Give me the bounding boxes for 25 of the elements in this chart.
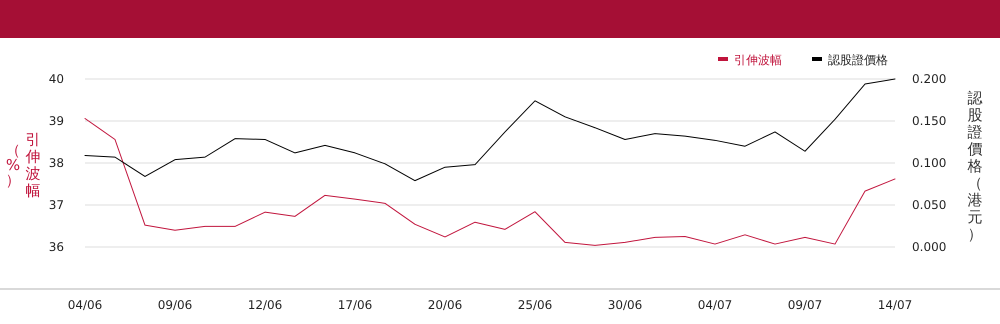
y2-tick-label: 0.200 bbox=[912, 72, 946, 86]
x-tick-label: 12/06 bbox=[248, 298, 282, 312]
x-tick-label: 04/06 bbox=[68, 298, 102, 312]
y-tick-label: 36 bbox=[48, 240, 64, 254]
line-series bbox=[84, 118, 896, 246]
line-series bbox=[84, 78, 896, 182]
legend-label: 引伸波幅 bbox=[734, 53, 782, 67]
x-tick-label: 04/07 bbox=[698, 298, 732, 312]
y-tick-label: 37 bbox=[48, 198, 64, 212]
text: 認股證價格（港元） bbox=[968, 89, 982, 243]
y2-tick-label: 0.150 bbox=[912, 114, 946, 128]
legend-label: 認股證價格 bbox=[828, 53, 888, 67]
x-tick-label: 25/06 bbox=[518, 298, 552, 312]
x-tick-label: 17/06 bbox=[338, 298, 372, 312]
x-tick-label: 09/06 bbox=[158, 298, 192, 312]
y2-tick-label: 0.000 bbox=[912, 240, 946, 254]
x-tick-label: 30/06 bbox=[608, 298, 642, 312]
y2-tick-label: 0.050 bbox=[912, 198, 946, 212]
x-tick-label: 14/07 bbox=[878, 298, 912, 312]
x-tick-label: 09/07 bbox=[788, 298, 822, 312]
y-tick-label: 38 bbox=[48, 156, 64, 170]
y-tick-label: 39 bbox=[48, 114, 64, 128]
x-tick-label: 20/06 bbox=[428, 298, 462, 312]
y-tick-label: 40 bbox=[48, 72, 64, 86]
y2-tick-label: 0.100 bbox=[912, 156, 946, 170]
